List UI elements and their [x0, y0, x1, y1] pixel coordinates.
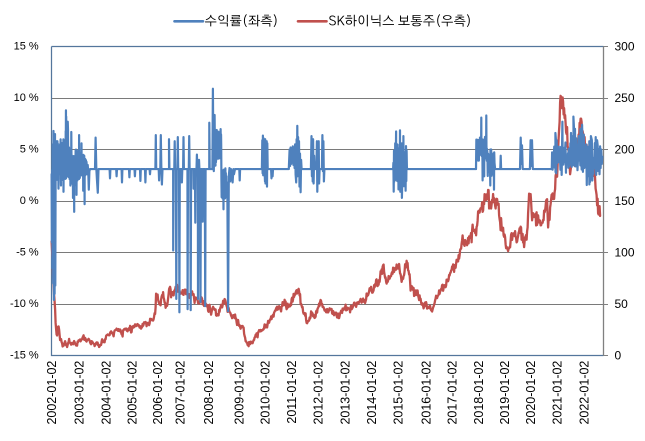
svg-text:2022-01-02: 2022-01-02 [578, 361, 592, 425]
svg-text:2018-01-02: 2018-01-02 [472, 361, 486, 425]
svg-text:2008-01-02: 2008-01-02 [202, 361, 216, 425]
svg-text:0: 0 [615, 349, 622, 363]
svg-text:2009-01-02: 2009-01-02 [232, 361, 246, 425]
svg-text:-15 %: -15 % [10, 350, 39, 362]
svg-text:2005-01-02: 2005-01-02 [126, 361, 140, 425]
svg-text:-5 %: -5 % [16, 247, 39, 259]
svg-text:2010-01-02: 2010-01-02 [258, 361, 272, 425]
svg-text:2007-01-02: 2007-01-02 [174, 361, 188, 425]
svg-text:100: 100 [615, 246, 635, 260]
svg-text:2013-01-02: 2013-01-02 [339, 361, 353, 425]
svg-text:2012-01-02: 2012-01-02 [311, 361, 325, 425]
svg-text:2003-01-02: 2003-01-02 [72, 361, 86, 425]
svg-text:2004-01-02: 2004-01-02 [100, 361, 114, 425]
svg-text:300: 300 [615, 40, 635, 54]
svg-text:2015-01-02: 2015-01-02 [392, 361, 406, 425]
svg-text:2014-01-02: 2014-01-02 [365, 361, 379, 425]
svg-text:150: 150 [615, 194, 635, 208]
svg-text:0 %: 0 % [20, 195, 39, 207]
svg-text:50: 50 [615, 297, 629, 311]
svg-text:2016-01-02: 2016-01-02 [420, 361, 434, 425]
svg-text:2011-01-02: 2011-01-02 [285, 361, 299, 424]
svg-text:5 %: 5 % [20, 144, 39, 156]
svg-text:2019-01-02: 2019-01-02 [498, 361, 512, 425]
svg-text:2006-01-02: 2006-01-02 [151, 361, 165, 425]
svg-text:250: 250 [615, 91, 635, 105]
svg-text:200: 200 [615, 143, 635, 157]
svg-text:2021-01-02: 2021-01-02 [550, 361, 564, 425]
svg-text:2017-01-02: 2017-01-02 [446, 361, 460, 425]
svg-text:2002-01-02: 2002-01-02 [45, 361, 59, 425]
svg-text:-10 %: -10 % [10, 298, 39, 310]
svg-text:2020-01-02: 2020-01-02 [524, 361, 538, 425]
svg-text:10 %: 10 % [14, 92, 39, 104]
svg-text:15 %: 15 % [14, 41, 39, 53]
